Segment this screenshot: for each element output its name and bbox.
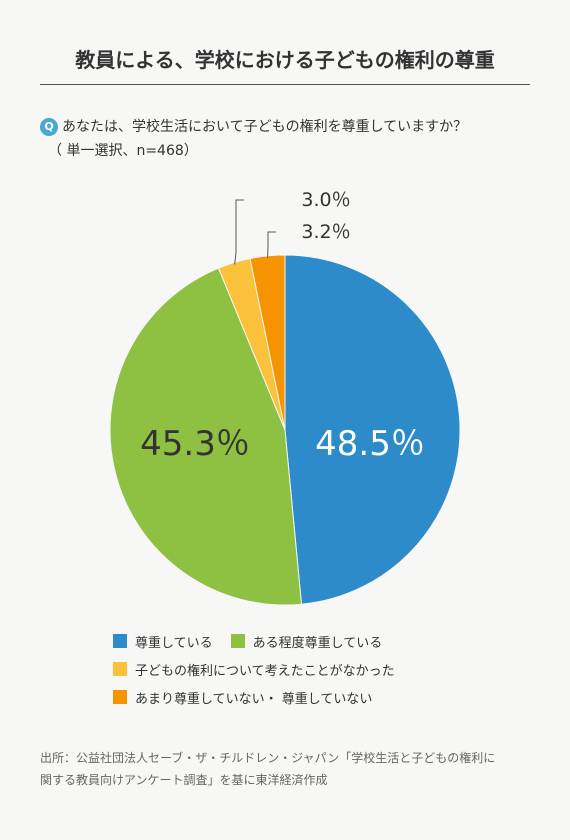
leader-line-not-respect bbox=[267, 231, 276, 258]
legend-label: あまり尊重していない・ 尊重していない bbox=[135, 691, 373, 707]
pie-label-never-considered: 3.0％ bbox=[301, 189, 350, 211]
legend-item-never-considered: 子どもの権利について考えたことがなかった bbox=[113, 660, 395, 679]
legend-swatch bbox=[113, 662, 127, 676]
chart-title: 教員による、学校における子どもの権利の尊重 bbox=[75, 48, 495, 72]
source-note: 出所：公益社団法人セーブ・ザ・チルドレン・ジャパン「学校生活と子どもの権利に 関… bbox=[40, 747, 540, 791]
legend-label: ある程度尊重している bbox=[252, 635, 383, 651]
legend-item-respect: 尊重している bbox=[113, 632, 213, 651]
pie-slice-respect bbox=[284, 254, 461, 605]
pie-slice-somewhat-respect bbox=[109, 267, 303, 606]
legend-item-not-respect: あまり尊重していない・ 尊重していない bbox=[113, 688, 372, 707]
legend-label: 尊重している bbox=[135, 635, 213, 651]
source-line: 関する教員向けアンケート調査」を基に東洋経済作成 bbox=[40, 773, 328, 787]
title-divider bbox=[40, 84, 530, 85]
pie-label-somewhat-respect: 45.3％ bbox=[140, 424, 250, 464]
legend-swatch bbox=[113, 634, 127, 648]
question-icon: Q bbox=[40, 118, 58, 136]
legend-item-somewhat-respect: ある程度尊重している bbox=[230, 632, 383, 651]
pie-label-respect: 48.5％ bbox=[315, 424, 425, 464]
question-note: （ 単一選択、n=468） bbox=[48, 143, 198, 159]
source-line: 出所：公益社団法人セーブ・ザ・チルドレン・ジャパン「学校生活と子どもの権利に bbox=[40, 751, 496, 765]
leader-line-never-considered bbox=[234, 199, 244, 265]
legend: 尊重している ある程度尊重している 子どもの権利について考えたことがなかった あ… bbox=[113, 630, 533, 714]
legend-row: 子どもの権利について考えたことがなかった bbox=[113, 658, 533, 680]
pie-label-not-respect: 3.2％ bbox=[301, 221, 350, 243]
legend-swatch bbox=[113, 690, 127, 704]
legend-row: 尊重している ある程度尊重している bbox=[113, 630, 533, 652]
pie-chart: 48.5％ 45.3％ 3.0％ 3.2％ bbox=[109, 189, 461, 606]
legend-label: 子どもの権利について考えたことがなかった bbox=[135, 663, 395, 679]
question-text: あなたは、学校生活において子どもの権利を尊重していますか？ bbox=[62, 119, 468, 135]
legend-row: あまり尊重していない・ 尊重していない bbox=[113, 686, 533, 708]
legend-swatch bbox=[230, 634, 245, 648]
